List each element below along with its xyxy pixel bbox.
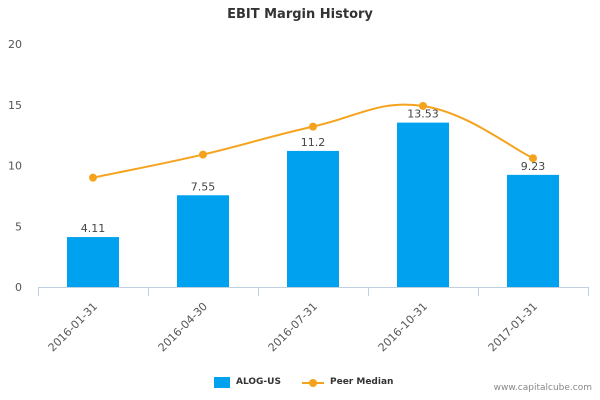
- bar: [287, 150, 339, 287]
- legend-item-bar[interactable]: ALOG-US: [214, 374, 281, 390]
- peer-median-point: [199, 150, 207, 159]
- peer-median-point: [309, 122, 317, 131]
- bar-value-label: 9.23: [521, 160, 546, 173]
- x-tick-label: 2016-10-31: [376, 300, 430, 354]
- y-tick-label: 0: [15, 281, 22, 294]
- y-tick-label: 20: [8, 38, 22, 51]
- bar-value-label: 7.55: [191, 180, 216, 193]
- peer-median-point: [529, 154, 537, 163]
- legend-label-line: Peer Median: [330, 377, 394, 387]
- y-tick-label: 5: [15, 220, 22, 233]
- x-tick-label: 2016-04-30: [156, 300, 210, 354]
- legend: ALOG-US Peer Median: [0, 374, 600, 390]
- bar: [397, 122, 449, 287]
- bar-value-label: 4.11: [81, 222, 106, 235]
- x-tick-label: 2017-01-31: [486, 300, 540, 354]
- legend-swatch-bar: [214, 376, 230, 388]
- bar-value-label: 13.53: [407, 108, 439, 121]
- bar: [507, 174, 559, 287]
- legend-swatch-line: [302, 377, 324, 388]
- x-tick-label: 2016-01-31: [46, 300, 100, 354]
- peer-median-point: [89, 173, 97, 182]
- bar-value-label: 11.2: [301, 136, 326, 149]
- plot-area: 0 5 10 15 20 4.11 7.55 11.2 13.53 9.23 2016-01-31 2…: [8, 38, 589, 354]
- bar: [67, 237, 119, 287]
- legend-swatch-line-dot: [309, 378, 317, 387]
- bar: [177, 195, 229, 287]
- y-tick-label: 15: [8, 99, 22, 112]
- legend-label-bar: ALOG-US: [236, 377, 281, 387]
- chart-title: EBIT Margin History: [227, 7, 373, 22]
- peer-median-point: [419, 101, 427, 110]
- y-tick-label: 10: [8, 160, 22, 173]
- legend-item-line[interactable]: Peer Median: [302, 374, 393, 390]
- x-tick-label: 2016-07-31: [266, 300, 320, 354]
- watermark: www.capitalcube.com: [493, 383, 592, 393]
